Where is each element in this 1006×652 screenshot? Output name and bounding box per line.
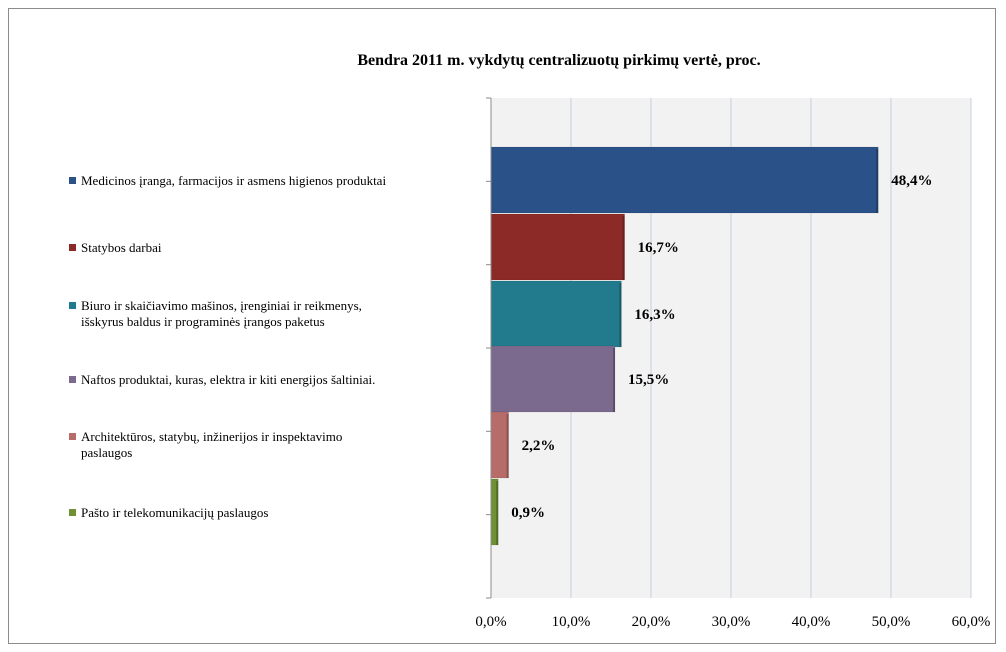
legend-swatch (69, 302, 76, 309)
data-label: 0,9% (511, 505, 545, 521)
legend-label: išskyrus baldus ir programinės įrangos p… (81, 314, 325, 329)
legend-label: Medicinos įranga, farmacijos ir asmens h… (81, 173, 386, 188)
legend-swatch (69, 433, 76, 440)
chart-frame: Bendra 2011 m. vykdytų centralizuotų pir… (8, 8, 996, 644)
bar (490, 411, 509, 479)
data-label: 16,3% (634, 307, 675, 323)
legend-label: paslaugos (81, 445, 132, 460)
bar (490, 213, 625, 281)
bar-shadow (613, 348, 615, 412)
bar (490, 345, 616, 413)
bar-shadow (496, 481, 499, 545)
bar-chart: Bendra 2011 m. vykdytų centralizuotų pir… (69, 52, 991, 630)
legend-label: Architektūros, statybų, inžinerijos ir i… (81, 429, 342, 444)
legend-swatch (69, 244, 76, 251)
x-tick-label: 10,0% (552, 614, 591, 630)
legend-swatch (69, 509, 76, 516)
legend-label: Statybos darbai (81, 240, 162, 255)
bar-shadow (506, 414, 509, 478)
bar (490, 280, 622, 348)
bar (490, 146, 879, 214)
legend-swatch (69, 376, 76, 383)
x-tick-label: 20,0% (632, 614, 671, 630)
x-tick-label: 0,0% (475, 614, 506, 630)
data-label: 15,5% (628, 372, 669, 388)
chart-title: Bendra 2011 m. vykdytų centralizuotų pir… (357, 52, 760, 69)
x-tick-label: 30,0% (712, 614, 751, 630)
bar-shadow (876, 149, 879, 213)
bar-shadow (622, 216, 625, 280)
legend-label: Naftos produktai, kuras, elektra ir kiti… (81, 372, 375, 387)
legend-label: Biuro ir skaičiavimo mašinos, įrenginiai… (81, 298, 362, 313)
data-label: 16,7% (638, 240, 679, 256)
x-tick-label: 50,0% (872, 614, 911, 630)
x-tick-label: 60,0% (952, 614, 991, 630)
data-label: 2,2% (522, 438, 556, 454)
data-label: 48,4% (891, 173, 932, 189)
legend-label: Pašto ir telekomunikacijų paslaugos (81, 505, 268, 520)
bar-shadow (619, 283, 622, 347)
x-tick-label: 40,0% (792, 614, 831, 630)
legend-swatch (69, 177, 76, 184)
